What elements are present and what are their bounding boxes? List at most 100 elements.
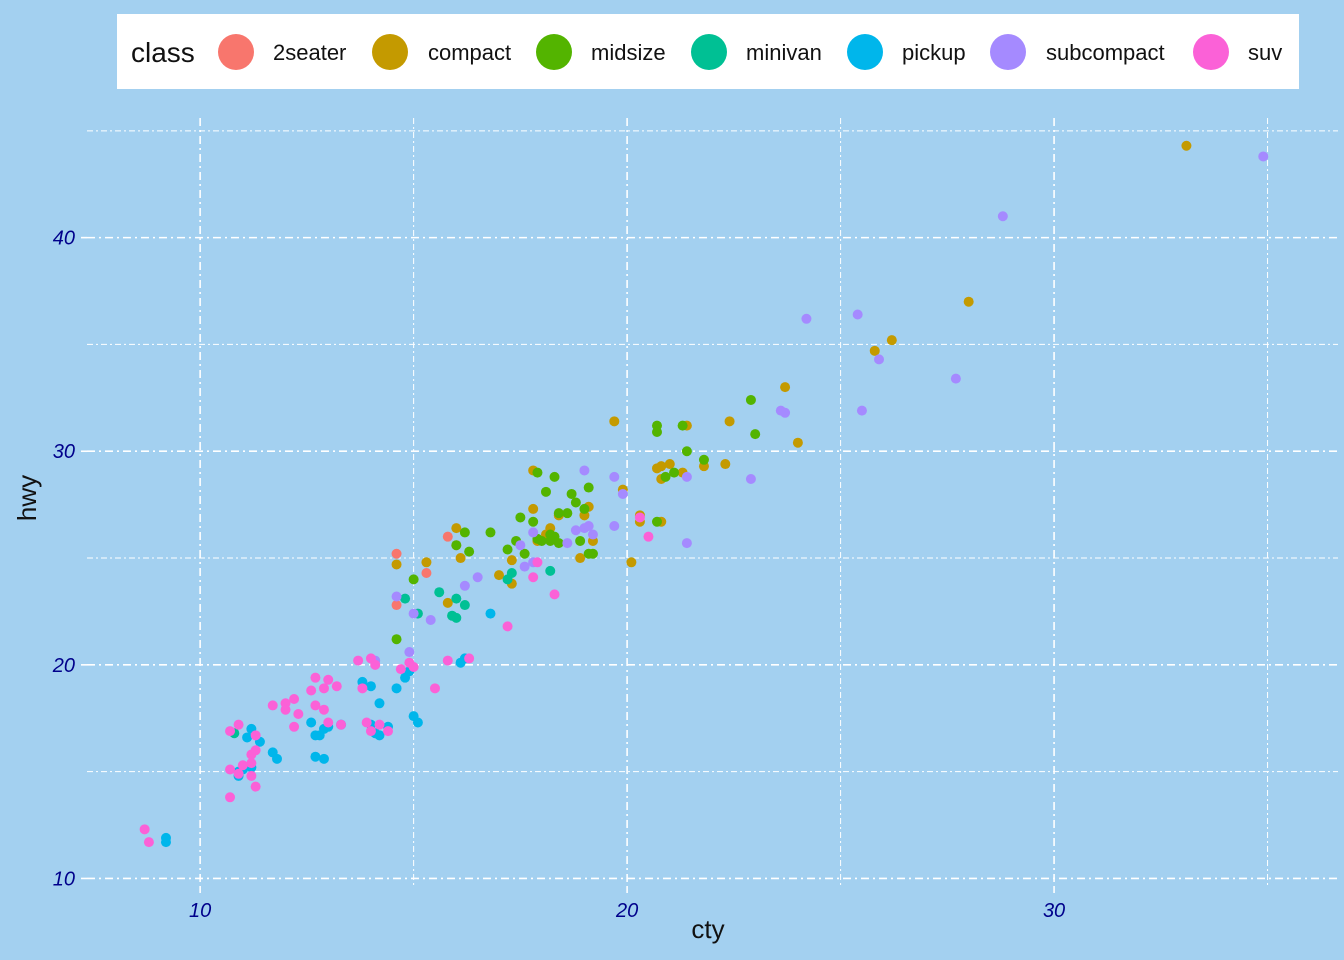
data-point-suv (361, 717, 372, 728)
data-point-subcompact (856, 405, 867, 416)
data-point-2seater (421, 567, 432, 578)
x-tick-label: 20 (615, 900, 638, 922)
data-point-midsize (464, 546, 475, 557)
data-point-midsize (485, 527, 496, 538)
data-point-suv (233, 719, 244, 730)
data-point-pickup (391, 683, 402, 694)
data-point-compact (780, 382, 791, 393)
data-point-subcompact (1258, 151, 1269, 162)
data-point-subcompact (570, 525, 581, 536)
data-point-midsize (519, 548, 530, 559)
data-point-compact (451, 523, 462, 534)
data-point-suv (139, 824, 150, 835)
data-point-compact (1181, 140, 1192, 151)
data-point-subcompact (950, 373, 961, 384)
data-point-subcompact (391, 591, 402, 602)
legend-label-pickup: pickup (902, 40, 966, 65)
data-point-subcompact (997, 211, 1008, 222)
data-point-suv (429, 683, 440, 694)
data-point-suv (280, 704, 291, 715)
data-point-subcompact (617, 488, 628, 499)
data-point-pickup (242, 732, 253, 743)
legend: class 2seater compact midsize minivan pickup… (117, 14, 1299, 89)
data-point-suv (143, 837, 154, 848)
data-point-compact (528, 503, 539, 514)
data-point-midsize (451, 540, 462, 551)
data-point-compact (455, 553, 466, 564)
legend-key-compact (372, 34, 408, 70)
legend-title: class (131, 37, 195, 68)
data-point-midsize (536, 535, 547, 546)
data-point-2seater (442, 531, 453, 542)
data-point-minivan (434, 587, 445, 598)
data-point-midsize (570, 497, 581, 508)
data-point-compact (575, 553, 586, 564)
data-point-suv (225, 764, 236, 775)
data-point-midsize (532, 467, 543, 478)
data-point-suv (246, 758, 257, 769)
data-point-suv (395, 664, 406, 675)
data-point-minivan (400, 593, 411, 604)
data-point-suv (323, 674, 334, 685)
y-tick-label: 20 (52, 655, 75, 677)
legend-key-minivan (691, 34, 727, 70)
data-point-midsize (681, 446, 692, 457)
legend-label-midsize: midsize (591, 40, 666, 65)
data-point-suv (634, 512, 645, 523)
data-point-subcompact (408, 608, 419, 619)
data-point-subcompact (515, 540, 526, 551)
y-tick-label: 40 (53, 228, 75, 250)
data-point-suv (237, 760, 248, 771)
data-point-compact (886, 335, 897, 346)
data-point-2seater (391, 548, 402, 559)
data-point-midsize (553, 508, 564, 519)
grid-layer (87, 118, 1338, 887)
data-point-pickup (160, 837, 171, 848)
legend-label-compact: compact (428, 40, 511, 65)
data-point-minivan (451, 593, 462, 604)
data-point-suv (331, 681, 342, 692)
legend-label-2seater: 2seater (273, 40, 346, 65)
data-point-subcompact (801, 313, 812, 324)
data-point-midsize (566, 488, 577, 499)
data-point-midsize (669, 467, 680, 478)
data-point-midsize (677, 420, 688, 431)
data-point-suv (357, 683, 368, 694)
data-point-midsize (562, 508, 573, 519)
data-point-compact (506, 555, 517, 566)
data-point-compact (720, 459, 731, 470)
data-point-midsize (651, 427, 662, 438)
data-point-subcompact (775, 405, 786, 416)
legend-key-2seater (218, 34, 254, 70)
data-point-suv (289, 721, 300, 732)
data-point-pickup (374, 730, 385, 741)
data-point-suv (289, 694, 300, 705)
data-point-midsize (745, 394, 756, 405)
data-point-suv (318, 704, 329, 715)
data-point-midsize (651, 516, 662, 527)
data-point-suv (383, 726, 394, 737)
data-point-compact (724, 416, 735, 427)
data-point-suv (250, 730, 261, 741)
data-point-suv (442, 655, 453, 666)
data-point-compact (664, 459, 675, 470)
data-point-midsize (528, 516, 539, 527)
data-point-midsize (502, 544, 513, 555)
data-point-compact (792, 437, 803, 448)
data-point-pickup (271, 753, 282, 764)
data-point-suv (528, 572, 539, 583)
data-point-midsize (459, 527, 470, 538)
data-point-subcompact (745, 474, 756, 485)
data-point-midsize (579, 503, 590, 514)
data-point-midsize (408, 574, 419, 585)
points-layer (139, 140, 1269, 848)
x-tick-label: 30 (1043, 900, 1065, 922)
data-point-suv (267, 700, 278, 711)
data-point-compact (494, 570, 505, 581)
legend-label-suv: suv (1248, 40, 1282, 65)
data-point-suv (246, 770, 257, 781)
data-point-subcompact (472, 572, 483, 583)
data-point-midsize (391, 634, 402, 645)
data-point-pickup (412, 717, 423, 728)
